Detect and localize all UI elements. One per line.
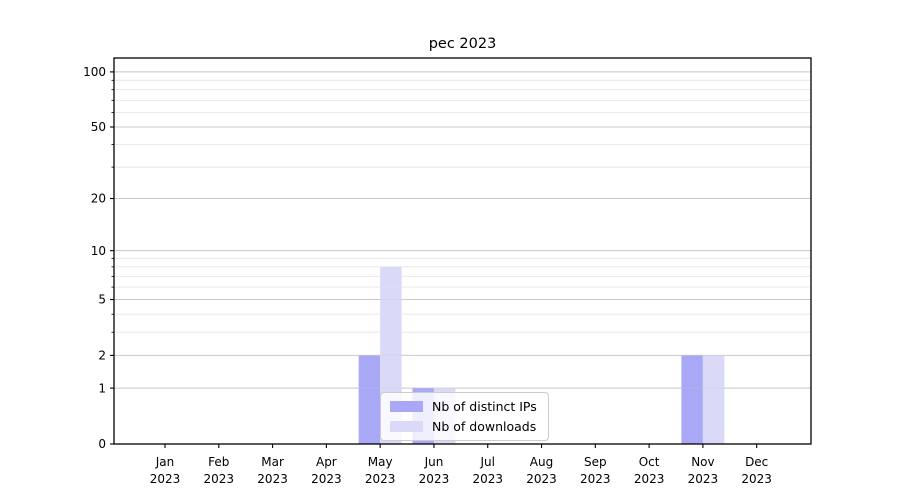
y-tick-label: 20 — [91, 192, 106, 206]
legend-entry-downloads: Nb of downloads — [390, 420, 537, 433]
x-tick-label-year: 2023 — [257, 472, 288, 486]
x-tick-label-year: 2023 — [311, 472, 342, 486]
y-tick-label: 10 — [91, 244, 106, 258]
x-tick-label-month: Mar — [261, 455, 284, 469]
x-tick-label-month: May — [368, 455, 393, 469]
x-tick-label-year: 2023 — [741, 472, 772, 486]
legend-label-downloads: Nb of downloads — [432, 419, 537, 434]
x-tick-label-year: 2023 — [688, 472, 719, 486]
y-tick-label: 1 — [98, 381, 106, 395]
x-tick-label-month: Aug — [530, 455, 553, 469]
y-tick-label: 50 — [91, 120, 106, 134]
legend: Nb of distinct IPs Nb of downloads — [380, 392, 549, 441]
x-tick-label-year: 2023 — [365, 472, 396, 486]
x-tick-label-month: Jun — [424, 455, 444, 469]
x-tick-label-month: Feb — [208, 455, 229, 469]
x-tick-label-month: Jan — [155, 455, 175, 469]
y-tick-label: 5 — [98, 293, 106, 307]
legend-swatch-distinct-ips — [390, 401, 423, 412]
x-tick-label-year: 2023 — [472, 472, 503, 486]
x-tick-label-month: Sep — [584, 455, 607, 469]
x-tick-label-year: 2023 — [580, 472, 611, 486]
x-tick-label-year: 2023 — [419, 472, 450, 486]
chart-title: pec 2023 — [428, 36, 497, 52]
x-tick-label-year: 2023 — [526, 472, 557, 486]
x-tick-label-month: Dec — [745, 455, 768, 469]
y-tick-label: 2 — [98, 349, 106, 363]
x-tick-label-month: Jul — [479, 455, 494, 469]
x-tick-label-year: 2023 — [150, 472, 181, 486]
legend-label-distinct-ips: Nb of distinct IPs — [432, 399, 537, 414]
y-tick-label: 0 — [98, 437, 106, 451]
x-tick-label-month: Oct — [639, 455, 660, 469]
x-tick-label-month: Nov — [691, 455, 714, 469]
x-tick-label-year: 2023 — [204, 472, 235, 486]
bar-distinct-ips-nov — [681, 355, 703, 444]
y-tick-label: 100 — [83, 65, 106, 79]
bar-downloads-nov — [702, 355, 725, 444]
legend-swatch-downloads — [390, 421, 423, 432]
bar-distinct-ips-may — [358, 355, 381, 444]
x-tick-label-year: 2023 — [634, 472, 665, 486]
legend-entry-distinct-ips: Nb of distinct IPs — [390, 400, 537, 413]
x-tick-label-month: Apr — [316, 455, 337, 469]
